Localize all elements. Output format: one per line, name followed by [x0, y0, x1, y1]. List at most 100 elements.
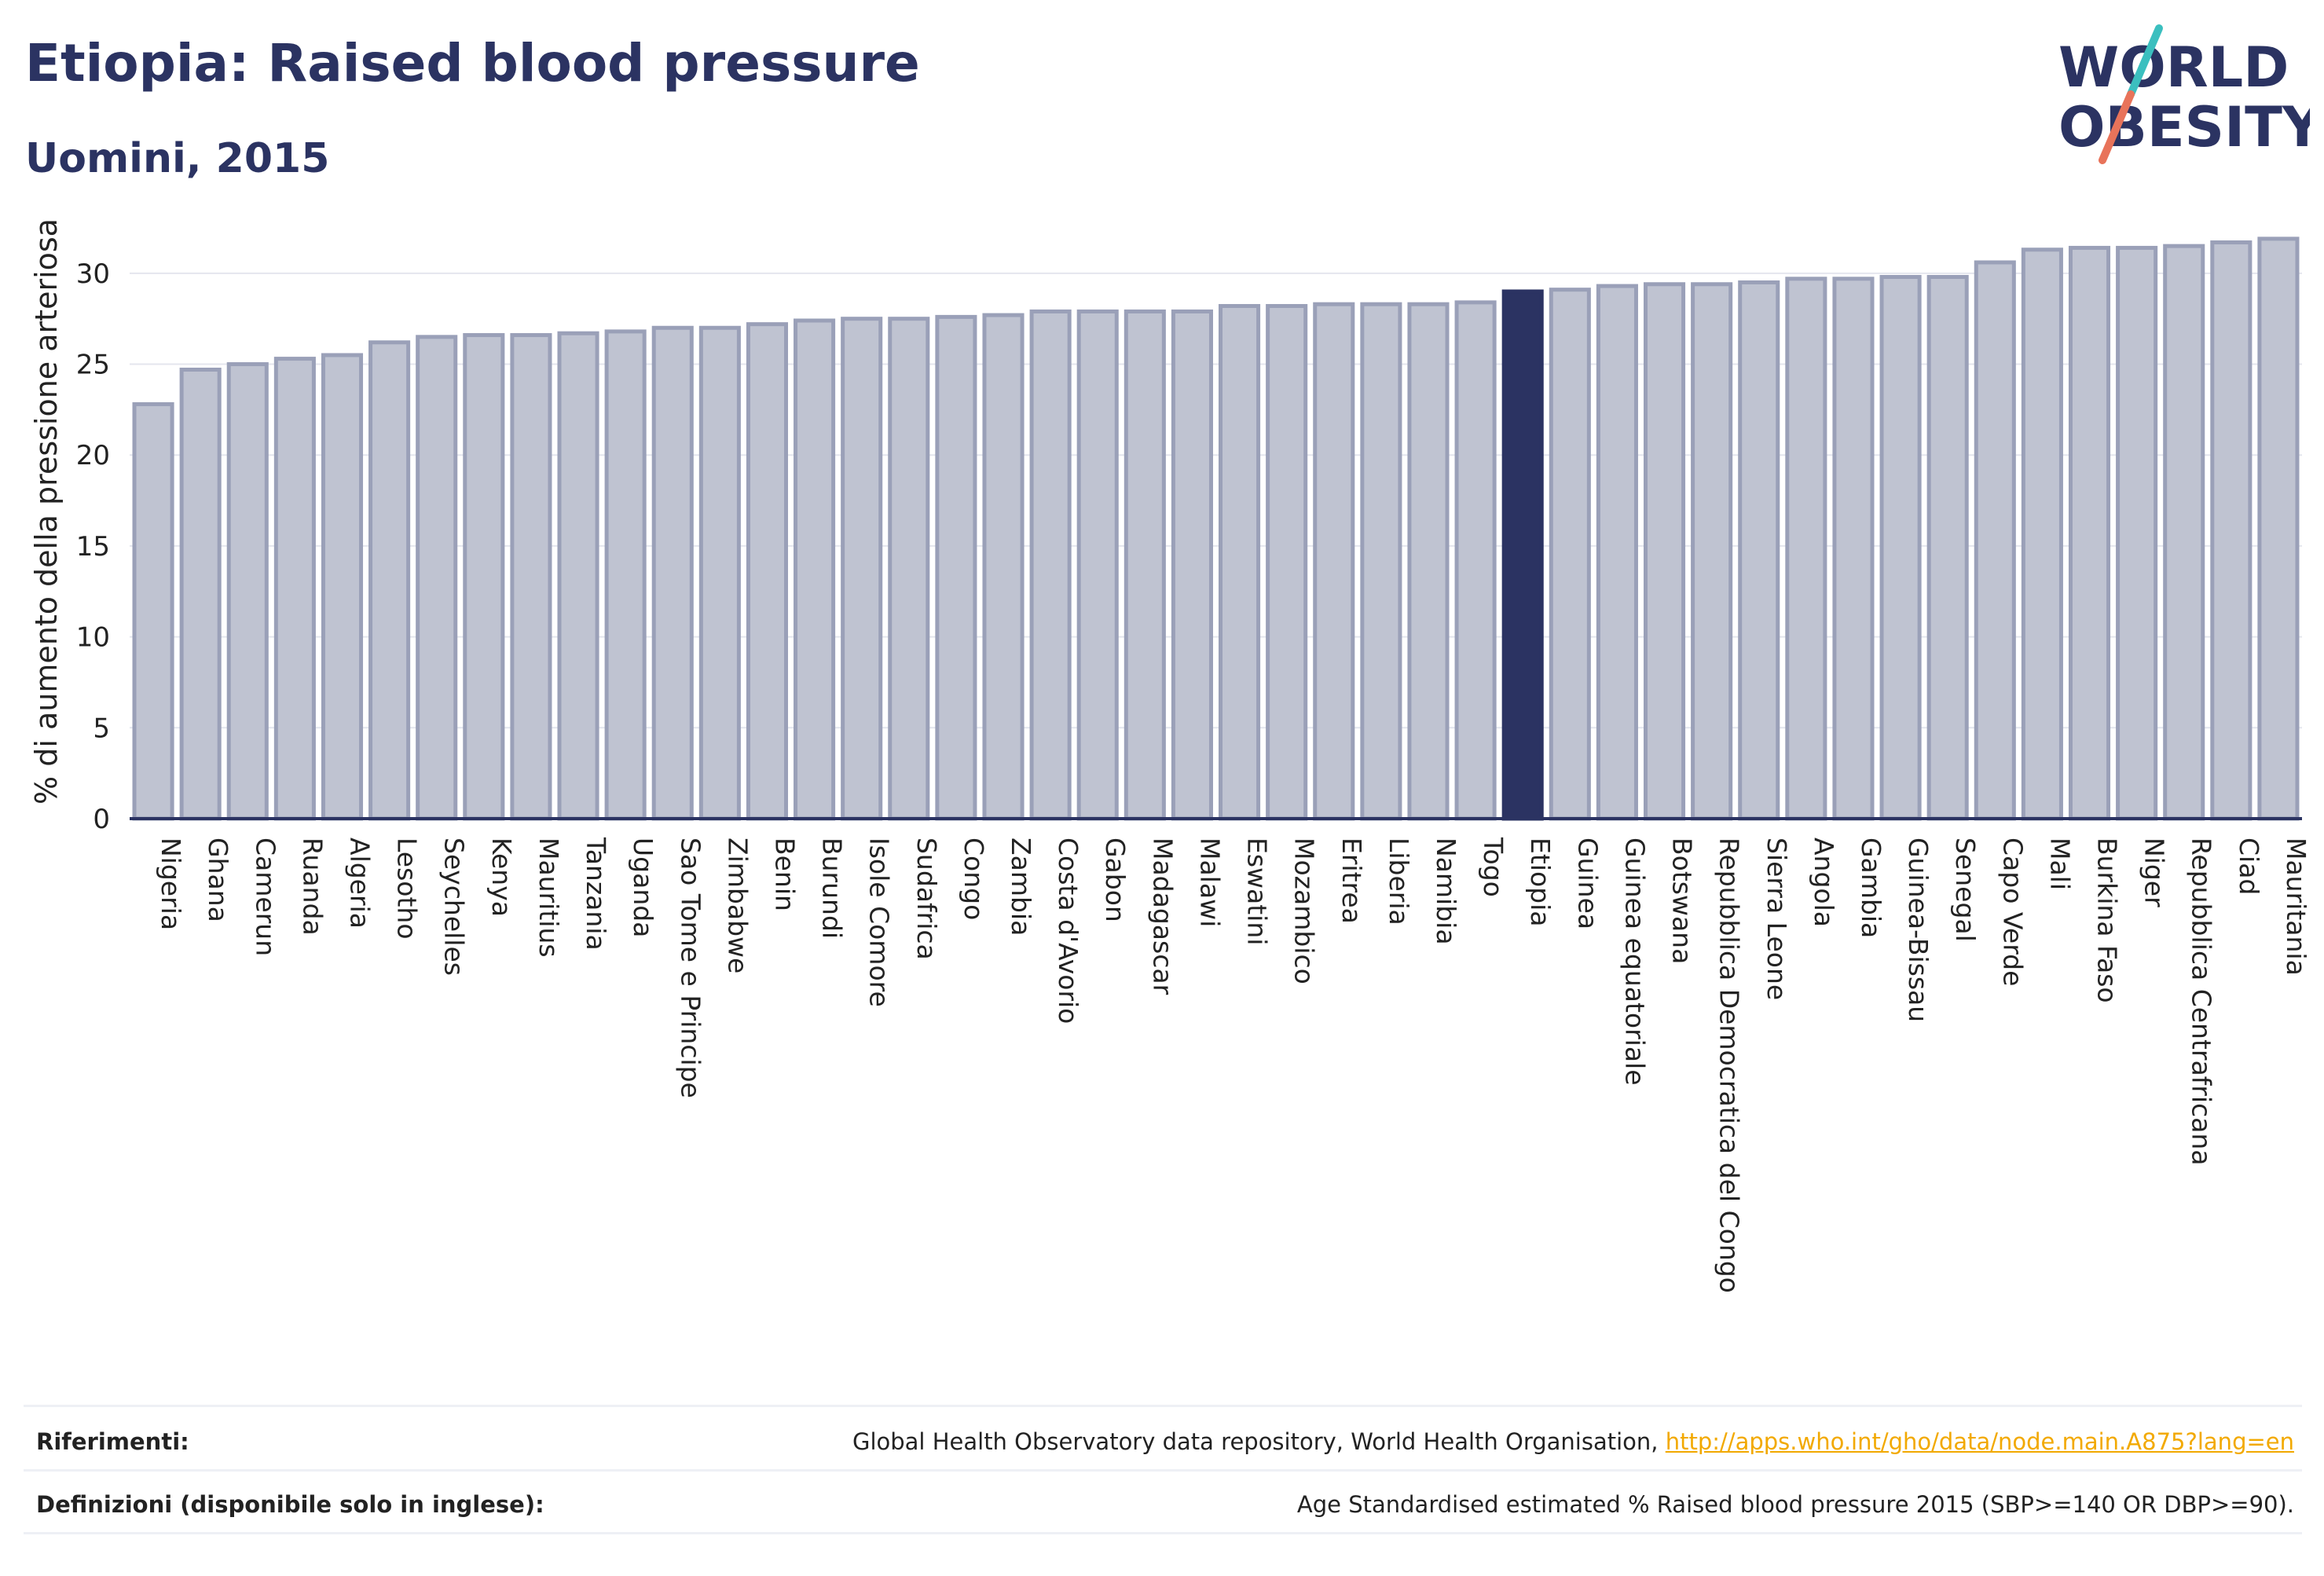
bar [2257, 236, 2300, 821]
bar [1454, 300, 1497, 821]
bar [2021, 247, 2063, 821]
bar [1738, 280, 1780, 821]
x-tick-label: Senegal [1950, 837, 1981, 942]
x-tick-label: Mali [2044, 837, 2075, 890]
x-tick-label: Mauritania [2281, 837, 2311, 976]
logo-line1: WORLD [2058, 35, 2289, 100]
bar [1974, 260, 2016, 821]
x-tick-label: Ruanda [297, 837, 328, 936]
bar [2068, 245, 2111, 821]
definitions-label: Definizioni (disponibile solo in inglese… [36, 1491, 544, 1518]
bar [1171, 309, 1213, 821]
bar [651, 325, 694, 821]
x-tick-label: Guinea-Bissau [1903, 837, 1934, 1022]
x-tick-label: Benin [769, 837, 800, 911]
bar [1313, 302, 1355, 821]
y-tick-labels: 0 5 10 15 20 25 30 [76, 258, 110, 835]
bar [1360, 302, 1402, 821]
bar [888, 317, 930, 821]
bar [1266, 303, 1308, 821]
bar [1076, 309, 1119, 821]
x-tick-label: Madagascar [1147, 837, 1178, 995]
x-tick-label: Angola [1809, 837, 1839, 927]
bar [1596, 284, 1638, 821]
x-tick-label: Capo Verde [1997, 837, 2028, 986]
x-tick-label: Seychelles [439, 837, 470, 976]
bar [1407, 302, 1450, 821]
x-tick-label: Malawi [1194, 837, 1225, 927]
x-tick-label: Isole Comore [864, 837, 895, 1007]
x-tick-label: Kenya [486, 837, 517, 917]
x-tick-label: Togo [1478, 837, 1508, 897]
references-link[interactable]: http://apps.who.int/gho/data/node.main.A… [1665, 1428, 2294, 1455]
x-tick-label: Sao Tome e Principe [675, 837, 706, 1098]
x-tick-label: Burkina Faso [2092, 837, 2123, 1003]
x-tick-label: Sudafrica [911, 837, 942, 960]
bar [2210, 240, 2253, 821]
bar [698, 325, 741, 821]
bar [794, 318, 836, 821]
bar [982, 313, 1025, 821]
x-tick-label: Eritrea [1336, 837, 1367, 924]
bar [132, 401, 174, 821]
x-tick-label: Mauritius [533, 837, 564, 958]
x-tick-label: Zambia [1006, 837, 1036, 936]
logo-slash-top [2127, 24, 2163, 98]
logo-slash-bottom [2099, 90, 2135, 164]
x-tick-labels: Nigeria Ghana Camerun Ruanda Algeria Lesotho S… [156, 837, 2311, 1293]
x-tick-label: Costa d'Avorio [1053, 837, 1083, 1024]
bar [2163, 244, 2205, 821]
x-tick-label: Lesotho [392, 837, 423, 940]
y-axis-label: % di aumento della pressione arteriosa [29, 218, 64, 804]
y-tick-label: 30 [76, 258, 110, 290]
references-value: Global Health Observatory data repositor… [852, 1428, 2294, 1455]
x-tick-label: Burundi [817, 837, 848, 939]
bar [321, 353, 364, 821]
bar [1926, 274, 1969, 821]
x-tick-label: Niger [2139, 837, 2170, 907]
bar [510, 333, 552, 821]
bar [746, 322, 789, 821]
x-tick-label: Camerun [250, 837, 280, 956]
bars [132, 236, 2300, 821]
bar-highlighted [1501, 289, 1544, 821]
x-tick-label: Repubblica Centrafricana [2187, 837, 2217, 1166]
y-tick-label: 25 [76, 350, 110, 381]
bar [1029, 309, 1072, 821]
bar [463, 333, 505, 821]
x-tick-label: Repubblica Democratica del Congo [1714, 837, 1745, 1293]
bar [273, 357, 316, 821]
bar [416, 335, 458, 821]
x-tick-label: Algeria [344, 837, 375, 929]
x-tick-label: Ghana [203, 837, 233, 922]
bar [1785, 277, 1827, 821]
references-label: Riferimenti: [36, 1428, 189, 1455]
bar [179, 367, 222, 821]
x-tick-label: Namibia [1431, 837, 1461, 945]
bar [841, 317, 883, 821]
logo-line2: OBESITY [2058, 95, 2310, 159]
x-tick-label: Botswana [1667, 837, 1698, 964]
world-obesity-logo: WORLD OBESITY [2058, 24, 2310, 164]
x-tick-label: Liberia [1384, 837, 1414, 925]
bar [557, 331, 599, 821]
x-tick-label: Uganda [628, 837, 658, 937]
bar [2116, 245, 2158, 821]
y-tick-label: 0 [93, 804, 110, 835]
y-tick-label: 10 [76, 622, 110, 654]
bar [226, 362, 269, 821]
y-tick-label: 15 [76, 531, 110, 563]
bar [1832, 277, 1875, 821]
bar [1549, 288, 1591, 821]
x-tick-label: Guinea [1572, 837, 1603, 929]
bar [1124, 309, 1166, 821]
bar [1219, 303, 1261, 821]
bar-chart: 0 5 10 15 20 25 30 Nigeria Ghana Camerun Ruanda Al… [29, 218, 2311, 1293]
bar [1691, 282, 1733, 821]
x-tick-label: Ciad [2234, 837, 2264, 895]
x-tick-label: Sierra Leone [1761, 837, 1792, 1000]
x-tick-label: Mozambico [1289, 837, 1320, 984]
x-tick-label: Guinea equatoriale [1619, 837, 1650, 1086]
x-tick-label: Gambia [1856, 837, 1886, 938]
x-tick-label: Etiopia [1525, 837, 1556, 927]
